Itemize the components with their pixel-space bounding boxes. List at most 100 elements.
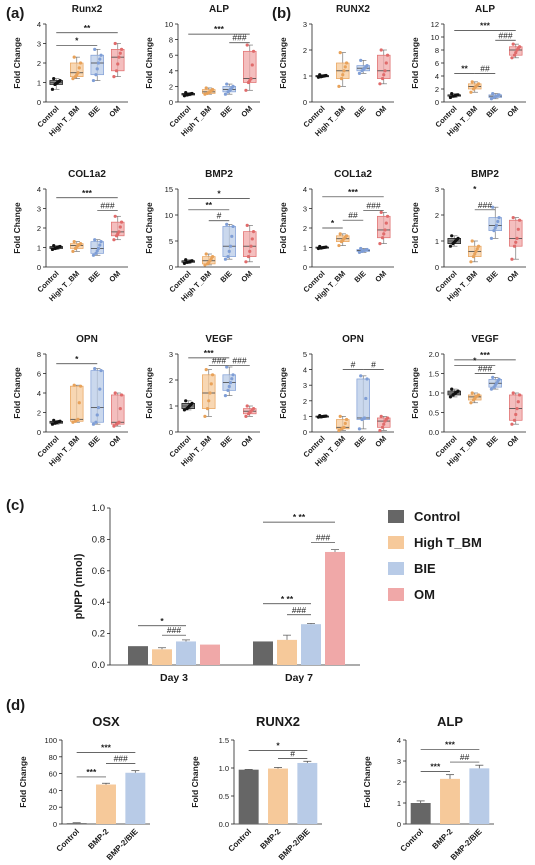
chart-a-runx2-point — [78, 61, 83, 65]
chart-b-opn-point — [359, 374, 363, 378]
panel-label-c: (c) — [6, 497, 24, 514]
chart-b-alp-sig-label: ### — [498, 30, 512, 40]
chart-d-osx-ylabel: Fold Change — [18, 756, 28, 808]
chart-b-opn-title: OPN — [342, 334, 364, 345]
chart-b-runx2-ylabel: Fold Change — [278, 37, 288, 89]
chart-a-opn-ytick-label: 0 — [37, 428, 41, 437]
chart-a-col1a2-ylabel: Fold Change — [12, 202, 22, 254]
chart-b-runx2-point — [364, 65, 368, 69]
chart-a-opn-ytick-label: 8 — [37, 350, 41, 359]
chart-b-col1a2-point — [318, 244, 322, 249]
chart-a-vegf-title: VEGF — [205, 334, 232, 345]
chart-a-alp-ytick-label: 0 — [169, 98, 173, 107]
chart-a-col1a2-xtick-label: OM — [107, 269, 122, 284]
chart-a-bmp2-ytick-label: 0 — [169, 263, 173, 272]
chart-a-bmp2-point — [223, 257, 228, 261]
chart-a-vegf-point — [210, 373, 215, 377]
chart-b-vegf-sig-label: ### — [478, 364, 492, 374]
chart-a-alp-point — [223, 92, 228, 96]
chart-a-col1a2-ytick-label: 2 — [37, 224, 41, 233]
chart-b-runx2-point — [320, 74, 324, 78]
chart-b-vegf-sig-label: * — [473, 356, 477, 366]
chart-b-col1a2-point — [357, 250, 362, 254]
panel-label-a: (a) — [6, 5, 24, 22]
chart-b-opn-sig-label: # — [351, 360, 356, 370]
chart-a-runx2-ytick-label: 0 — [37, 98, 41, 107]
chart-d-osx-bar-2 — [125, 772, 146, 824]
chart-c-pnpp-ylabel: pNPP (nmol) — [73, 553, 85, 619]
chart-b-opn-point — [344, 417, 349, 422]
chart-c-pnpp-bar-1-0 — [152, 649, 172, 665]
chart-a-col1a2-point — [71, 249, 75, 253]
chart-b-alp-point — [516, 46, 520, 50]
chart-b-opn-point — [361, 417, 365, 421]
chart-a-bmp2-point — [184, 258, 188, 262]
chart-a-opn-ytick-label: 4 — [37, 389, 41, 398]
chart-b-alp-ytick-label: 10 — [431, 33, 439, 42]
chart-a-vegf-ytick-label: 1 — [169, 402, 173, 411]
chart-a-alp-point — [186, 92, 190, 97]
chart-b-col1a2-ytick-label: 1 — [303, 244, 307, 253]
chart-b-vegf-point — [516, 400, 520, 404]
chart-a-bmp2-ylabel: Fold Change — [144, 202, 154, 254]
chart-b-bmp2-sig-label: * — [473, 184, 477, 194]
chart-d-osx-bar-1 — [96, 784, 116, 824]
chart-b-bmp2-ytick-label: 1 — [435, 237, 439, 246]
chart-b-opn-point — [337, 428, 341, 433]
chart-a-runx2-ytick-label: 3 — [37, 40, 41, 49]
chart-a-bmp2-point — [226, 255, 230, 259]
chart-d-alp-ytick-label: 2 — [397, 778, 401, 787]
chart-a-opn-ytick-label: 2 — [37, 409, 41, 418]
chart-b-col1a2-point — [359, 246, 363, 251]
chart-b-alp-sig-label: ## — [480, 63, 490, 73]
chart-b-bmp2-point — [471, 255, 476, 259]
chart-d-osx-ytick-label: 20 — [49, 803, 57, 812]
chart-b-bmp2-ytick-label: 2 — [435, 211, 439, 220]
chart-d-alp-sig-label: *** — [430, 762, 441, 772]
chart-a-runx2-ylabel: Fold Change — [12, 37, 22, 89]
chart-b-bmp2-point — [450, 234, 454, 238]
chart-a-opn-point — [75, 418, 79, 422]
chart-b-opn-ytick-label: 2 — [303, 397, 307, 406]
chart-b-col1a2-ytick-label: 3 — [303, 205, 307, 214]
chart-a-col1a2-point — [95, 249, 99, 253]
chart-b-alp-point — [496, 93, 500, 98]
chart-a-bmp2-point — [250, 237, 254, 241]
chart-b-bmp2-point — [511, 216, 515, 220]
chart-a-alp-point — [245, 43, 249, 47]
chart-c-pnpp-bar-3-1 — [325, 551, 345, 665]
chart-b-vegf-point — [448, 395, 453, 399]
chart-a-runx2-point — [52, 77, 56, 81]
chart-a-bmp2-ytick-label: 15 — [165, 185, 173, 194]
chart-d-osx-ytick-label: 40 — [49, 786, 57, 795]
chart-c-pnpp-ytick-label: 0.2 — [92, 629, 105, 640]
chart-d-alp-bar-1 — [440, 778, 460, 824]
chart-c-pnpp-ytick-label: 0.0 — [92, 660, 105, 671]
chart-a-alp-point — [248, 78, 252, 83]
chart-b-vegf-xtick-label: BIE — [484, 434, 499, 449]
chart-b-col1a2-ytick-label: 4 — [303, 185, 307, 194]
chart-b-col1a2-sig-label: ## — [348, 210, 358, 220]
chart-a-col1a2-sig-label: *** — [82, 188, 93, 198]
chart-b-runx2-point — [384, 61, 388, 65]
chart-c-pnpp-bar-2-0 — [176, 641, 196, 665]
chart-d-alp-bar-0 — [410, 803, 431, 824]
chart-d-runx2-ylabel: Fold Change — [190, 756, 200, 808]
chart-b-opn-ytick-label: 0 — [303, 428, 307, 437]
chart-b-bmp2-point — [512, 244, 517, 248]
chart-a-bmp2-point — [246, 255, 251, 259]
chart-d-osx-bar-0 — [66, 823, 87, 824]
chart-a-col1a2-ytick-label: 4 — [37, 185, 41, 194]
chart-c-pnpp-bar-2-1 — [301, 624, 321, 665]
chart-a-bmp2-point — [225, 222, 229, 226]
chart-b-opn-point — [341, 426, 345, 430]
chart-a-col1a2-point — [75, 245, 79, 249]
chart-b-bmp2-point — [510, 257, 514, 261]
